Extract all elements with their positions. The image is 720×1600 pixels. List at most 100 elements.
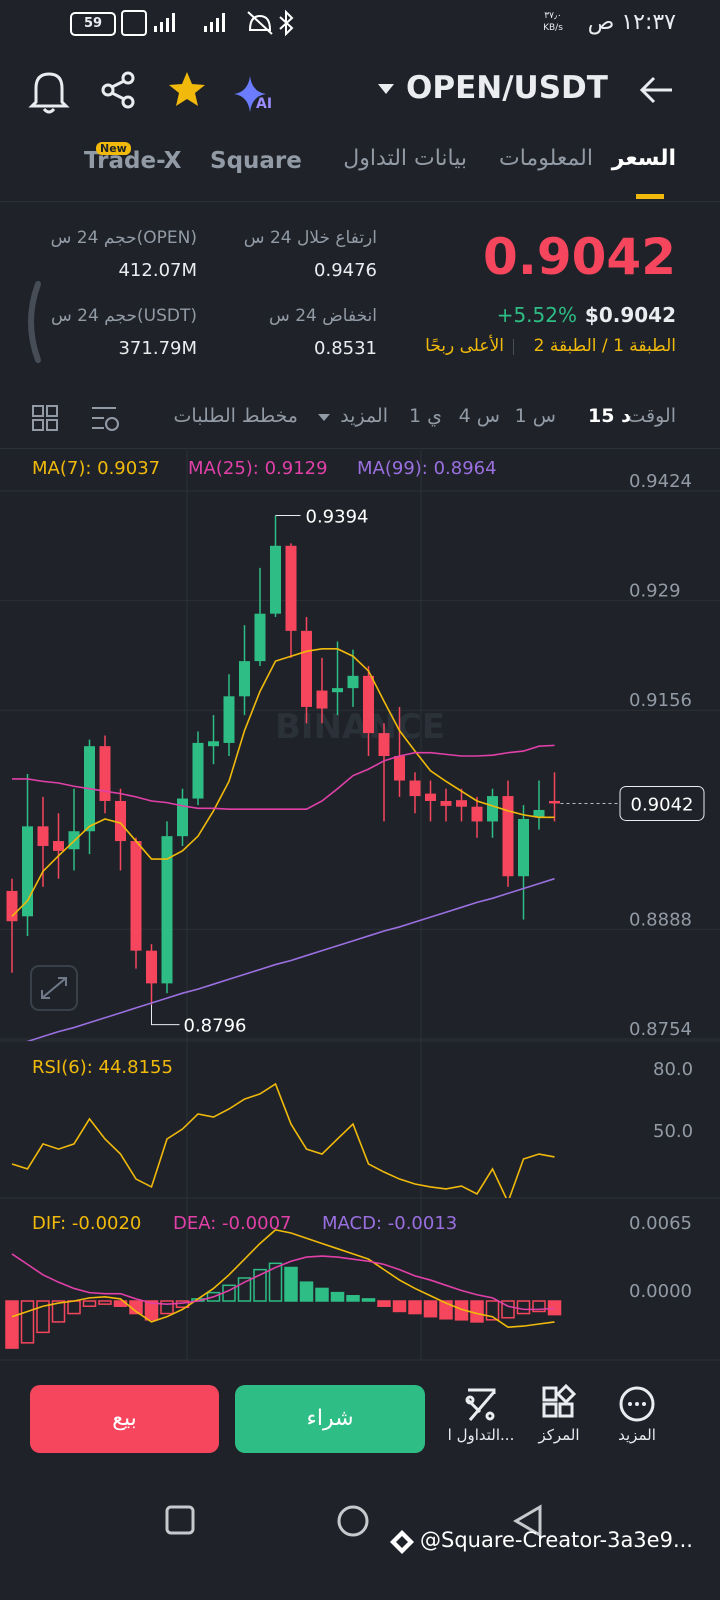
macd-bar (423, 1300, 438, 1318)
new-badge: New (96, 142, 131, 155)
candle-body (440, 800, 452, 806)
macd-label: DEA: -0.0007 (173, 1213, 292, 1234)
candle-body (130, 841, 142, 951)
candle-body (99, 746, 111, 801)
macd-tick-label: 0.0065 (629, 1213, 692, 1234)
ma-label: MA(25): 0.9129 (188, 458, 328, 479)
status-icons (121, 9, 294, 37)
tier: الطبقة 1 / الطبقة 2 (533, 336, 676, 356)
candle-body (502, 796, 514, 877)
stat-value: 371.79M (118, 338, 197, 359)
candle-body (394, 756, 405, 781)
macd-bar (160, 1300, 174, 1315)
candle-body (285, 545, 297, 631)
dea-line (11, 1253, 555, 1311)
macd-bar (315, 1287, 329, 1302)
buy-button[interactable]: شراء (235, 1385, 425, 1453)
candle-body (6, 890, 18, 922)
macd-bar (439, 1300, 453, 1320)
candle-body (533, 809, 545, 817)
y-tick-label: 0.9424 (629, 471, 692, 492)
action-label[interactable]: التداول ا... (447, 1426, 515, 1444)
macd-bar (206, 1291, 221, 1302)
interval-active[interactable]: د 15 (588, 405, 631, 427)
tab[interactable]: السعر (611, 146, 676, 171)
depth-chart[interactable]: مخطط الطلبات (173, 405, 298, 427)
battery: 59 (70, 12, 116, 36)
separator (513, 339, 514, 355)
rsi-plot (11, 1082, 555, 1198)
rsi-line (11, 1082, 555, 1198)
divider (0, 448, 720, 449)
candle-body (208, 741, 219, 747)
candle-body (192, 742, 204, 799)
last-price: 0.9042 (483, 228, 676, 286)
rsi-tick-label: 80.0 (653, 1059, 693, 1080)
last-price-label: 0.9042 (631, 794, 694, 815)
interval-label: الوقت (627, 405, 676, 427)
macd-bar (377, 1300, 391, 1307)
candle-body (332, 688, 343, 693)
stat-value: 0.8531 (314, 338, 377, 359)
interval-num: 15 (588, 405, 615, 427)
macd-bar (516, 1300, 531, 1315)
macd-bar (532, 1300, 546, 1313)
ma-line (12, 744, 555, 810)
candle-body (53, 841, 64, 851)
candle-body (22, 826, 33, 917)
divider (0, 201, 720, 202)
interval[interactable]: 1 ي (408, 405, 442, 427)
dif-line (11, 1228, 555, 1328)
stat-label: انخفاض 24 س (269, 306, 377, 326)
y-tick-label: 0.8754 (629, 1019, 692, 1040)
macd-bar (470, 1300, 484, 1323)
pair-title[interactable]: OPEN/USDT (406, 70, 608, 106)
candle-body (363, 675, 374, 734)
ma-line (26, 877, 555, 1041)
nav-bar[interactable] (150, 1495, 570, 1547)
y-tick-label: 0.8888 (629, 909, 692, 930)
candle-body (456, 800, 467, 807)
macd-bar (51, 1300, 66, 1323)
macd-bar (299, 1281, 314, 1302)
action-icons (465, 1384, 655, 1422)
macd-bar (237, 1277, 252, 1302)
interval[interactable]: 1 س (514, 405, 556, 427)
macd-bar (144, 1300, 159, 1321)
toolbar-icons[interactable] (28, 400, 128, 436)
candle-body (301, 630, 312, 707)
candle-body (518, 818, 529, 877)
candle-body (549, 800, 560, 804)
ma-line (11, 648, 555, 917)
last-price-box (619, 785, 705, 821)
sell-button[interactable]: بيع (30, 1385, 219, 1453)
action-label[interactable]: المزيد (618, 1426, 656, 1444)
candle-body (239, 661, 250, 697)
watermark: BINANCE (275, 707, 445, 747)
interval-unit: د (621, 405, 631, 427)
tab[interactable]: المعلومات (499, 146, 593, 171)
macd-bar (346, 1295, 360, 1302)
macd-bar (20, 1300, 35, 1344)
chart-root: BINANCE 0.9424 0.929 0.9156 0.8888 0.8754 MA(7… (0, 450, 720, 1361)
expand-button (30, 965, 78, 1011)
candle-body (115, 800, 126, 842)
candle-body (378, 733, 390, 757)
interval[interactable]: 4 س (458, 405, 500, 427)
bracket (28, 281, 41, 363)
tab[interactable]: بيانات التداول (343, 146, 467, 171)
macd-bar (501, 1300, 515, 1319)
more-intervals[interactable]: المزيد (340, 405, 388, 427)
macd-bar (284, 1266, 298, 1302)
stat-label: ارتفاع خلال 24 س (243, 228, 377, 248)
candle-body (471, 806, 483, 822)
macd-bar (268, 1262, 283, 1302)
macd-bar (330, 1291, 345, 1302)
action-label[interactable]: المركز (538, 1426, 580, 1444)
tag: الأعلى ربحًا (425, 336, 504, 356)
candle-body (316, 690, 328, 709)
tab[interactable]: Square (210, 148, 302, 174)
header-icons[interactable]: AI (0, 60, 720, 120)
price-plot (6, 515, 560, 1041)
